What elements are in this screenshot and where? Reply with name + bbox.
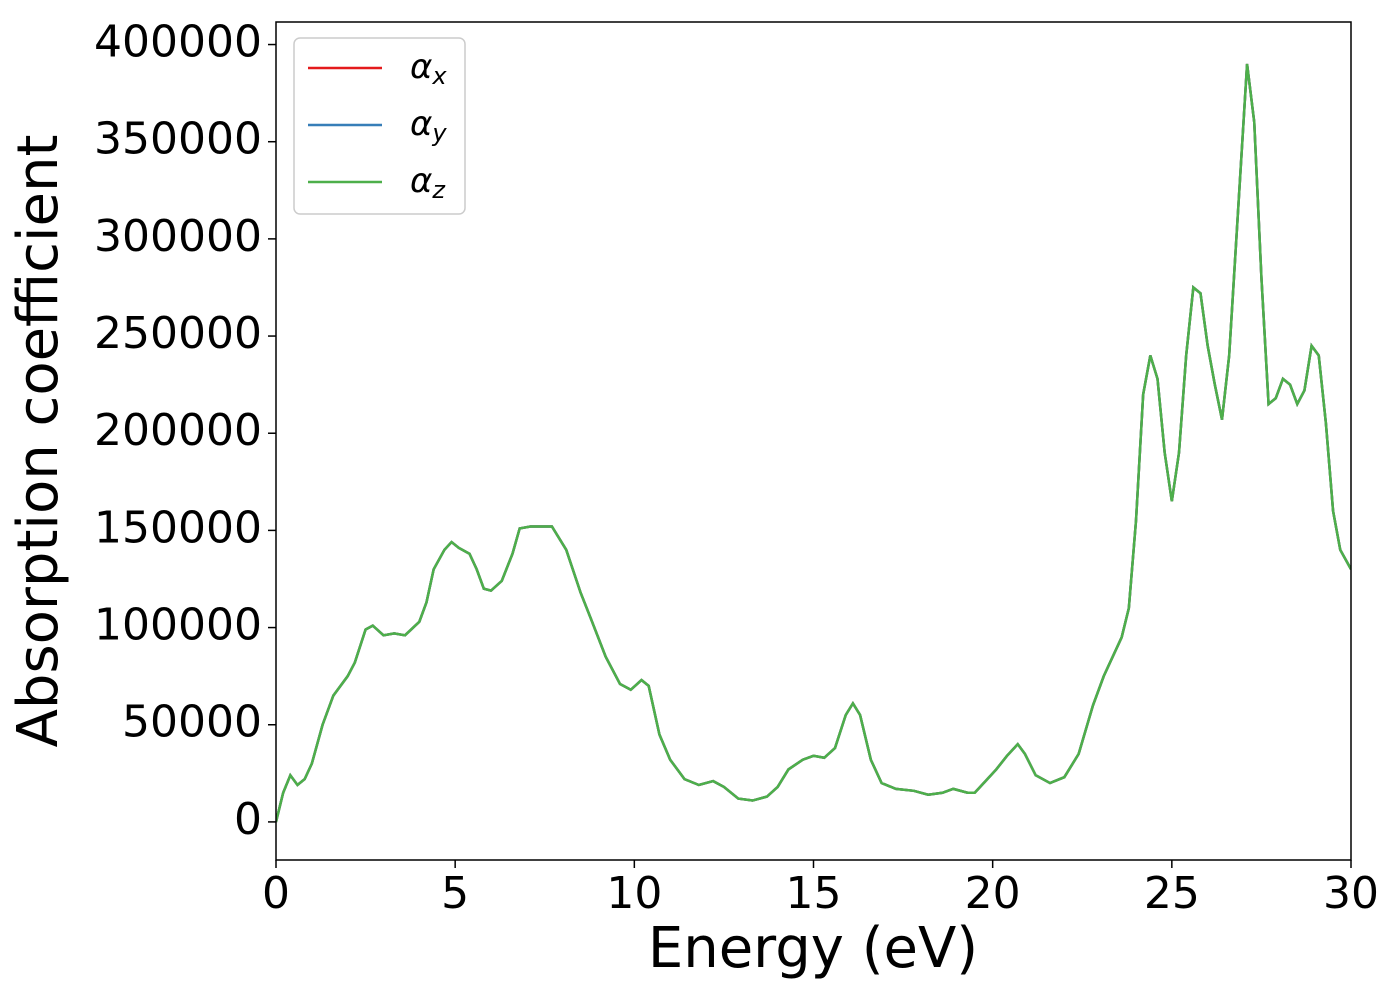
x-tick-label: 20 [965, 868, 1021, 919]
line [276, 63, 1351, 823]
x-tick-label: 25 [1144, 868, 1200, 919]
legend-label: αz [410, 161, 446, 205]
y-tick-label: 50000 [122, 697, 262, 748]
y-tick-label: 150000 [94, 502, 262, 553]
x-tick-label: 30 [1323, 868, 1379, 919]
y-tick-label: 300000 [94, 211, 262, 262]
x-tick-label: 0 [262, 868, 290, 919]
x-tick-label: 5 [441, 868, 469, 919]
legend-label: αx [410, 47, 447, 91]
plot-frame [275, 21, 1352, 861]
x-axis-label: Energy (eV) [648, 916, 978, 981]
y-tick-label: 250000 [94, 308, 262, 359]
legend-label: αy [410, 104, 447, 148]
y-tick-label: 200000 [94, 405, 262, 456]
y-tick-label: 0 [234, 794, 262, 845]
y-tick-label: 350000 [94, 114, 262, 165]
x-tick-label: 15 [786, 868, 842, 919]
y-tick-label: 100000 [94, 600, 262, 651]
y-axis-label: Absorption coefficient [6, 135, 71, 748]
y-tick-label: 400000 [94, 17, 262, 68]
x-tick-label: 10 [606, 868, 662, 919]
